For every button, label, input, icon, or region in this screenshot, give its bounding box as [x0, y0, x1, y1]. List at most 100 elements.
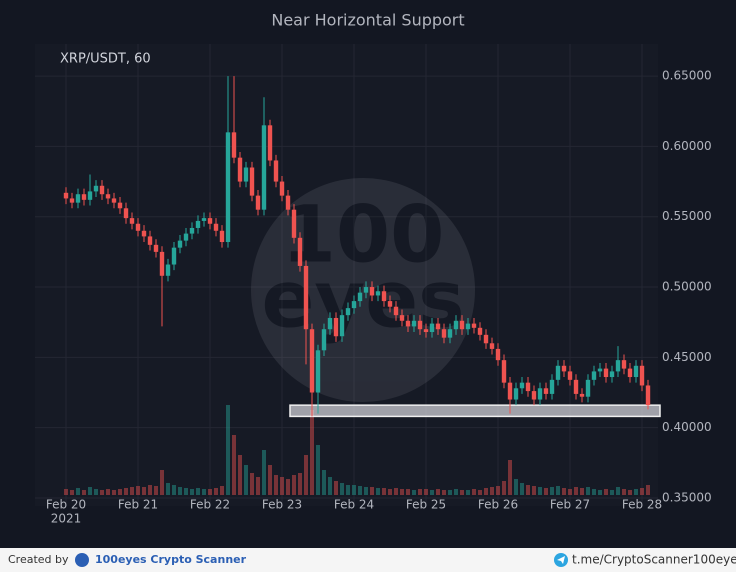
candle-body: [567, 371, 573, 380]
volume-bar: [286, 479, 290, 495]
candle-body: [159, 251, 165, 276]
volume-bar: [214, 488, 218, 495]
candle-body: [555, 365, 561, 380]
candle-body: [123, 208, 129, 219]
footer-brand[interactable]: 100eyes Crypto Scanner: [95, 553, 247, 566]
y-tick-label: 0.65000: [662, 69, 712, 83]
volume-bar: [202, 489, 206, 495]
volume-bar: [418, 489, 422, 495]
volume-bar: [328, 477, 332, 495]
chart-subtitle: XRP/USDT, 60: [60, 52, 151, 67]
volume-bar: [322, 470, 326, 495]
volume-bar: [508, 460, 512, 495]
volume-bar: [424, 489, 428, 495]
candle-body: [531, 391, 537, 400]
volume-bar: [136, 486, 140, 495]
volume-bar: [112, 490, 116, 495]
chart-title: Near Horizontal Support: [271, 11, 464, 30]
candle-body: [639, 365, 645, 386]
volume-bar: [376, 488, 380, 495]
volume-bar: [598, 490, 602, 495]
candle-body: [207, 218, 213, 224]
candle-body: [327, 317, 333, 330]
volume-bar: [124, 488, 128, 495]
candle-body: [165, 264, 171, 276]
candle-body: [63, 192, 69, 199]
candle-body: [447, 329, 453, 338]
candle-body: [339, 315, 345, 337]
candle-body: [219, 230, 225, 243]
candle-body: [363, 287, 369, 293]
volume-bar: [448, 490, 452, 495]
footer-link[interactable]: t.me/CryptoScanner100eyes: [572, 553, 736, 567]
volume-bar: [166, 483, 170, 495]
candle-body: [267, 125, 273, 161]
candle-body: [357, 292, 363, 302]
candle-body: [93, 185, 99, 192]
candle-body: [459, 320, 465, 330]
volume-bar: [634, 489, 638, 495]
volume-bar: [94, 489, 98, 495]
volume-bar: [580, 488, 584, 495]
volume-bar: [196, 488, 200, 495]
y-tick-label: 0.50000: [662, 280, 712, 294]
x-tick-label: Feb 22: [190, 498, 230, 512]
volume-bar: [178, 487, 182, 495]
volume-bar: [472, 489, 476, 495]
candle-body: [429, 323, 435, 333]
candle-body: [375, 291, 381, 296]
candle-body: [453, 320, 459, 330]
volume-bar: [262, 450, 266, 495]
candle-body: [141, 230, 147, 237]
candle-body: [471, 323, 477, 328]
volume-bar: [466, 490, 470, 495]
candle-body: [387, 301, 393, 307]
volume-bar: [394, 488, 398, 495]
volume-bar: [64, 489, 68, 495]
candle-body: [585, 379, 591, 397]
volume-bar: [592, 489, 596, 495]
volume-bar: [82, 490, 86, 495]
candle-body: [315, 350, 321, 393]
volume-bar: [574, 487, 578, 495]
candle-body: [105, 194, 111, 199]
candle-body: [201, 218, 207, 221]
y-tick-label: 0.45000: [662, 350, 712, 364]
volume-bar: [370, 487, 374, 495]
volume-bar: [400, 489, 404, 495]
candle-body: [237, 157, 243, 182]
candle-body: [543, 388, 549, 394]
candle-body: [111, 198, 117, 203]
y-tick-label: 0.35000: [662, 490, 712, 504]
candle-body: [183, 233, 189, 241]
volume-bar: [190, 489, 194, 495]
watermark: 100 eyes: [251, 178, 475, 402]
volume-bar: [232, 435, 236, 495]
volume-bar: [346, 485, 350, 495]
volume-bar: [388, 489, 392, 495]
volume-bar: [106, 489, 110, 495]
candle-body: [645, 385, 651, 406]
candle-body: [291, 209, 297, 238]
candle-body: [117, 202, 123, 209]
candle-body: [333, 317, 339, 337]
candle-body: [573, 379, 579, 394]
volume-bar: [568, 489, 572, 495]
volume-bar: [382, 488, 386, 495]
candle-body: [189, 227, 195, 234]
volume-bar: [430, 490, 434, 495]
volume-bar: [238, 455, 242, 495]
candle-body: [507, 382, 513, 400]
candle-body: [279, 181, 285, 196]
volume-bar: [544, 488, 548, 495]
candle-body: [309, 329, 315, 393]
footer: [0, 548, 736, 572]
candle-body: [423, 329, 429, 333]
volume-bar: [268, 465, 272, 495]
volume-bar: [640, 488, 644, 495]
volume-bar: [622, 489, 626, 495]
candle-body: [261, 125, 267, 210]
volume-bar: [646, 485, 650, 495]
